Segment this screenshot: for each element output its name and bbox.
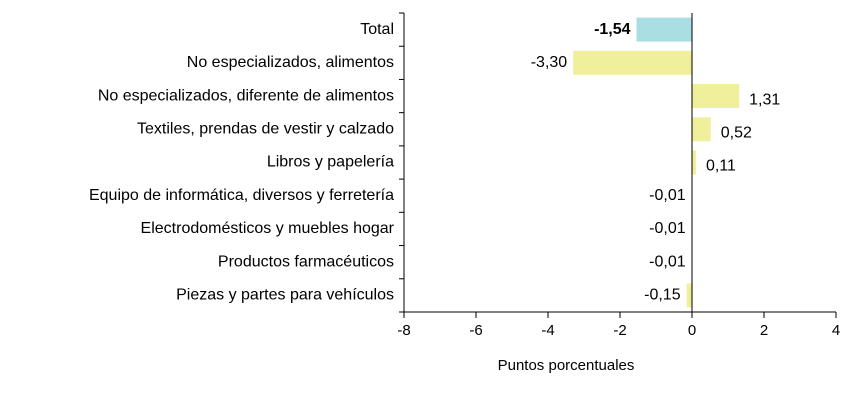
category-label: Textiles, prendas de vestir y calzado: [137, 120, 394, 137]
x-tick-label: -2: [613, 322, 626, 339]
x-tick-label: 2: [760, 322, 768, 339]
bar: [692, 84, 740, 109]
x-tick-label: -8: [397, 322, 410, 339]
bar: [573, 50, 692, 75]
category-label: Electrodomésticos y muebles hogar: [141, 220, 395, 237]
x-tick-label: 0: [688, 322, 696, 339]
x-axis-label: Puntos porcentuales: [498, 357, 635, 374]
value-label: 0,11: [706, 158, 736, 175]
category-label: Equipo de informática, diversos y ferret…: [89, 187, 394, 204]
value-label: -0,01: [649, 187, 686, 204]
value-label: -0,01: [649, 253, 686, 270]
bar: [636, 17, 692, 42]
bar: [686, 283, 692, 308]
value-label: -0,15: [644, 287, 681, 304]
value-label: -0,01: [649, 220, 686, 237]
category-label: No especializados, alimentos: [187, 54, 394, 71]
category-label: Total: [360, 21, 394, 38]
bar: [692, 150, 696, 175]
category-label: No especializados, diferente de alimento…: [98, 87, 394, 104]
bar: [692, 117, 711, 142]
value-label: -1,54: [594, 21, 631, 38]
x-tick-label: 4: [832, 322, 840, 339]
x-tick-label: -6: [469, 322, 482, 339]
x-tick-label: -4: [541, 322, 554, 339]
value-label: 0,52: [721, 124, 752, 141]
category-label: Libros y papelería: [267, 154, 394, 171]
value-label: -3,30: [531, 54, 568, 71]
value-label: 1,31: [749, 91, 780, 108]
category-label: Productos farmacéuticos: [218, 253, 394, 270]
category-label: Piezas y partes para vehículos: [176, 287, 394, 304]
